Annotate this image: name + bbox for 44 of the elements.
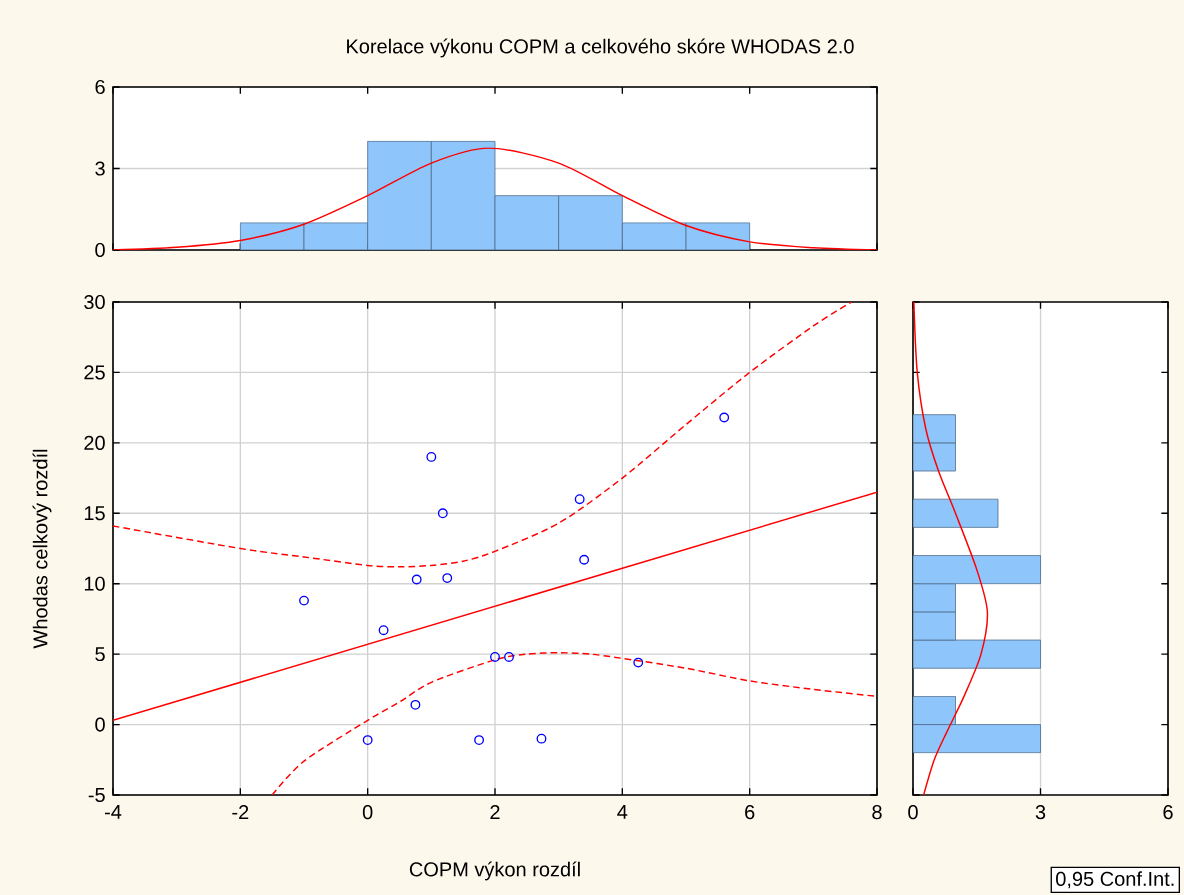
y-tick-label: 20: [84, 435, 105, 450]
line-series: [271, 651, 877, 795]
y-tick-label: 6: [95, 79, 105, 95]
point: [490, 652, 500, 662]
y-axis-title: Whodas celkový rozdíl: [32, 449, 52, 649]
x-tick-label: 0: [908, 805, 918, 820]
x-tick-label: -2: [232, 805, 249, 820]
y-tick-label: 30: [84, 294, 105, 310]
point: [411, 574, 422, 585]
point: [410, 699, 421, 710]
line-series: [113, 302, 853, 568]
point: [437, 508, 448, 519]
point: [504, 652, 514, 662]
chart-title: Korelace výkonu COPM a celkového skóre WHODAS 2.0: [347, 38, 854, 58]
x-tick-label: 8: [872, 805, 882, 820]
x-tick-label: 6: [1163, 805, 1173, 820]
point: [299, 595, 309, 606]
y-tick-label: -5: [88, 788, 105, 802]
point: [442, 573, 453, 584]
point: [362, 735, 373, 745]
point: [536, 733, 547, 744]
y-tick-label: 10: [84, 576, 105, 591]
line-series: [113, 147, 877, 250]
point: [474, 735, 485, 745]
y-tick-label: 5: [95, 647, 105, 662]
y-tick-label: 0: [95, 717, 105, 732]
text: 0,95 Conf.Int.: [1056, 871, 1174, 889]
point: [633, 657, 644, 668]
x-tick-label: 2: [490, 805, 500, 820]
point: [378, 625, 389, 636]
x-tick-label: 4: [617, 805, 628, 819]
point: [579, 554, 590, 565]
x-tick-label: 0: [362, 805, 373, 820]
y-tick-label: 25: [84, 365, 105, 380]
y-tick-label: 3: [95, 161, 105, 176]
x-axis-title: COPM výkon rozdíl: [409, 861, 580, 881]
point: [574, 494, 585, 505]
x-tick-label: 6: [745, 805, 755, 820]
y-tick-label: 15: [84, 506, 105, 521]
x-tick-label: -4: [105, 805, 122, 819]
x-tick-label: 3: [1035, 805, 1046, 820]
point: [426, 452, 437, 462]
point: [719, 412, 730, 423]
y-tick-label: 0: [95, 242, 105, 258]
